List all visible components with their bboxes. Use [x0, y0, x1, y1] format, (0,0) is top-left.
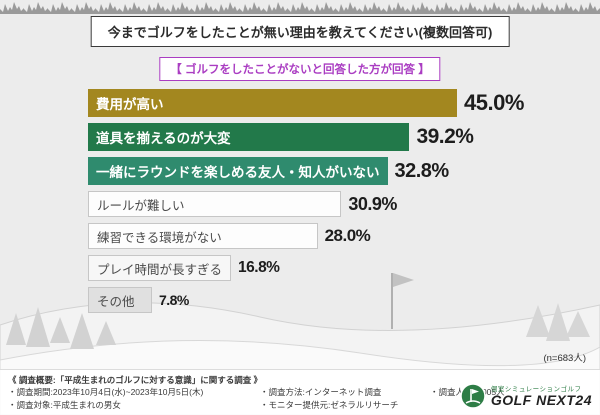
- trees-left-decoration: [6, 307, 116, 349]
- survey-target: ・調査対象:平成生まれの男女: [8, 399, 121, 410]
- survey-overview: 《 調査概要:「平成生まれのゴルフに対する意識」に関する調査 》: [8, 375, 263, 385]
- bar-label: プレイ時間が長すぎる: [97, 262, 223, 277]
- bar: ルールが難しい: [88, 191, 342, 217]
- logo-wordmark: GOLF NEXT24: [490, 392, 592, 409]
- bar: 道具を揃えるのが大変: [88, 123, 410, 151]
- survey-title: 今までゴルフをしたことが無い理由を教えてください(複数回答可): [90, 16, 510, 47]
- golf-ball-icon: [460, 383, 486, 409]
- logo-tagline: 個室シミュレーションゴルフ: [490, 386, 582, 394]
- bar: 費用が高い: [88, 89, 457, 117]
- bar: プレイ時間が長すぎる: [88, 255, 232, 281]
- bar-value: 45.0%: [464, 90, 524, 115]
- bar-row: ルールが難しい 30.9%: [88, 191, 524, 217]
- bar-row: その他 7.8%: [88, 287, 524, 313]
- bar-label: ルールが難しい: [97, 198, 185, 213]
- bar-chart: 費用が高い 45.0% 道具を揃えるのが大変 39.2% 一緒にラウンドを楽しめ…: [88, 89, 524, 319]
- bar-label: 道具を揃えるのが大変: [96, 131, 231, 146]
- treeline-top-decoration: [0, 0, 600, 14]
- bar-row: 道具を揃えるのが大変 39.2%: [88, 123, 524, 151]
- golf-flag-icon: [391, 273, 414, 329]
- bar-row: 費用が高い 45.0%: [88, 89, 524, 117]
- bar-label: その他: [97, 294, 135, 309]
- bar-value: 39.2%: [416, 125, 474, 148]
- bar: 練習できる環境がない: [88, 223, 318, 249]
- respondent-filter-note: 【 ゴルフをしたことがないと回答した方が回答 】: [159, 57, 441, 81]
- bar: 一緒にラウンドを楽しめる友人・知人がいない: [88, 157, 388, 185]
- bar-label: 一緒にラウンドを楽しめる友人・知人がいない: [96, 165, 380, 180]
- survey-footer: 《 調査概要:「平成生まれのゴルフに対する意識」に関する調査 》 ・調査期間:2…: [0, 369, 600, 415]
- bar-label: 費用が高い: [96, 97, 164, 112]
- bar-value: 30.9%: [348, 193, 397, 214]
- sample-size-note: (n=683人): [543, 353, 586, 364]
- bar-row: プレイ時間が長すぎる 16.8%: [88, 255, 524, 281]
- bar: その他: [88, 287, 152, 313]
- logo-text: 個室シミュレーションゴルフ GOLF NEXT24: [491, 383, 592, 408]
- bar-label: 練習できる環境がない: [97, 230, 222, 245]
- bar-value: 32.8%: [394, 159, 450, 182]
- survey-period: ・調査期間:2023年10月4日(水)~2023年10月5日(木): [8, 387, 204, 398]
- bar-value: 7.8%: [158, 292, 189, 308]
- trees-right-decoration: [526, 303, 590, 341]
- bar-value: 28.0%: [324, 226, 371, 245]
- survey-panel: ・モニター提供元:ゼネラルリサーチ: [260, 399, 399, 410]
- bar-row: 一緒にラウンドを楽しめる友人・知人がいない 32.8%: [88, 157, 524, 185]
- golfnext24-logo: 個室シミュレーションゴルフ GOLF NEXT24: [460, 383, 592, 409]
- survey-method: ・調査方法:インターネット調査: [260, 387, 382, 398]
- bar-row: 練習できる環境がない 28.0%: [88, 223, 524, 249]
- bar-value: 16.8%: [238, 259, 280, 276]
